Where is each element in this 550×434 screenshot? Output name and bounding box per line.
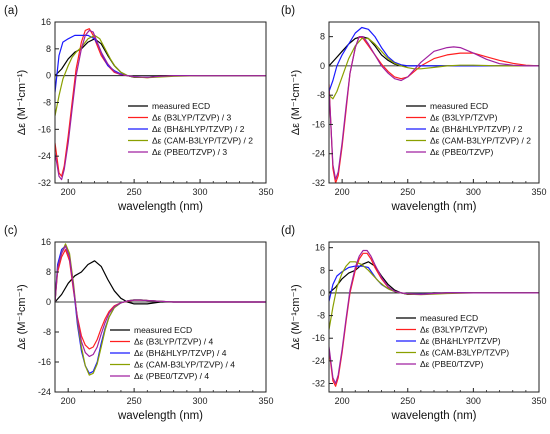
legend-entry: Δε (B3LYP/TZVP) (430, 113, 498, 123)
legend-entry: Δε (CAM-B3LYP/TZVP) / 2 (152, 136, 253, 146)
series-line-pbe0 (329, 249, 539, 385)
legend-entry: Δε (B3LYP/TZVP) (420, 325, 488, 335)
legend-entry: measured ECD (420, 313, 478, 323)
x-tick-label: 350 (258, 396, 273, 406)
y-tick-label: 8 (46, 267, 51, 277)
panel-label: (c) (4, 225, 18, 237)
x-tick-label: 200 (335, 396, 350, 406)
series-line-measured (55, 38, 266, 78)
series-line-pbe0 (55, 29, 266, 181)
y-axis-label: Δε (M⁻¹cm⁻¹) (16, 284, 28, 349)
legend-entry: Δε (PBE0/TZVP) / 4 (134, 371, 209, 381)
legend-entry: Δε (PBE0/TZVP) / 3 (152, 147, 227, 157)
legend-entry: Δε (PBE0/TZVP) (420, 359, 483, 369)
chart-panel-a: 200 250 300 350 -32 -24 -16 -8 0 8 16 wavelength (n… (4, 5, 274, 213)
legend-entry: measured ECD (134, 325, 192, 335)
series-line-pbe0 (329, 36, 539, 180)
y-tick-label: -8 (43, 327, 51, 337)
panel-label: (d) (281, 225, 295, 237)
x-tick-label: 300 (193, 396, 208, 406)
legend-entry: Δε (BH&HLYP/TZVP) / 2 (430, 124, 523, 134)
x-tick-label: 300 (193, 187, 208, 197)
y-tick-label: -24 (312, 356, 325, 366)
x-tick-label: 200 (61, 396, 76, 406)
x-tick-label: 250 (400, 396, 415, 406)
legend-entry: Δε (PBE0/TZVP) (430, 147, 493, 157)
x-tick-label: 350 (531, 396, 546, 406)
x-tick-label: 350 (531, 187, 546, 197)
series-line-measured (55, 260, 266, 305)
legend: measured ECD Δε (B3LYP/TZVP) / 4Δε (BH&HL… (110, 325, 235, 381)
legend-entry: Δε (CAM-B3LYP/TZVP) / 4 (134, 360, 235, 370)
y-tick-label: -24 (38, 387, 51, 397)
series-line-bhhlyp (329, 26, 539, 92)
y-tick-label: -16 (312, 119, 325, 129)
y-tick-label: 8 (46, 44, 51, 54)
y-tick-label: 0 (46, 297, 51, 307)
x-tick-label: 350 (258, 187, 273, 197)
y-tick-label: 8 (320, 32, 325, 42)
legend-entry: Δε (CAM-B3LYP/TZVP) / 2 (430, 136, 531, 146)
y-tick-label: -32 (312, 379, 325, 389)
x-tick-label: 200 (61, 187, 76, 197)
series-line-pbe0 (55, 245, 266, 357)
x-axis-label: wavelength (nm) (117, 410, 203, 422)
x-tick-label: 200 (335, 187, 350, 197)
legend-entry: Δε (BH&HLYP/TZVP) / 2 (152, 124, 245, 134)
y-tick-label: -16 (38, 124, 51, 134)
chart-panel-d: 200 250 300 350 -32 -24 -16 -8 0 8 16 wavelength (n… (281, 225, 547, 422)
legend: measured ECD Δε (B3LYP/TZVP) / 3Δε (BH&HL… (128, 101, 253, 157)
y-tick-label: -16 (312, 333, 325, 343)
x-tick-label: 250 (127, 187, 142, 197)
y-axis-label: Δε (M⁻¹cm⁻¹) (290, 70, 302, 135)
y-tick-label: -24 (312, 149, 325, 159)
legend-entry: Δε (CAM-B3LYP/TZVP) (420, 348, 509, 358)
y-tick-label: 16 (41, 17, 51, 27)
panel-label: (b) (281, 5, 295, 17)
y-tick-label: -8 (317, 311, 325, 321)
y-tick-label: -32 (38, 178, 51, 188)
y-tick-label: -8 (43, 98, 51, 108)
chart-panel-c: 200 250 300 350 -24 -16 -8 0 8 16 wavelength (nm) Δ… (4, 225, 274, 422)
series-line-bhhlyp (329, 265, 539, 302)
legend-entry: measured ECD (152, 101, 210, 111)
y-tick-label: -16 (38, 357, 51, 367)
y-tick-label: 0 (320, 61, 325, 71)
y-tick-label: 0 (320, 288, 325, 298)
x-tick-label: 300 (466, 396, 481, 406)
legend-entry: Δε (BH&HLYP/TZVP) (420, 336, 501, 346)
y-tick-label: 16 (41, 237, 51, 247)
legend: measured ECD Δε (B3LYP/TZVP)Δε (BH&HLYP/T… (406, 101, 531, 157)
x-axis-label: wavelength (nm) (390, 201, 476, 213)
y-tick-label: -8 (317, 90, 325, 100)
legend-entry: Δε (B3LYP/TZVP) / 4 (134, 337, 213, 347)
legend-entry: measured ECD (430, 101, 488, 111)
panel-label: (a) (4, 5, 18, 17)
y-axis-label: Δε (M⁻¹cm⁻¹) (290, 284, 302, 349)
y-tick-label: -32 (312, 178, 325, 188)
x-tick-label: 250 (400, 187, 415, 197)
x-axis-label: wavelength (nm) (390, 410, 476, 422)
y-tick-label: 16 (315, 243, 325, 253)
y-tick-label: -24 (38, 151, 51, 161)
chart-panel-b: 200 250 300 350 -32 -24 -16 -8 0 8 wavelength (nm)… (281, 5, 547, 213)
x-axis-label: wavelength (nm) (117, 201, 203, 213)
legend: measured ECD Δε (B3LYP/TZVP)Δε (BH&HLYP/T… (396, 313, 509, 369)
y-tick-label: 8 (320, 265, 325, 275)
series-line-camb3lyp (329, 37, 539, 100)
y-tick-label: 0 (46, 71, 51, 81)
x-tick-label: 300 (466, 187, 481, 197)
legend-entry: Δε (BH&HLYP/TZVP) / 4 (134, 348, 227, 358)
y-axis-label: Δε (M⁻¹cm⁻¹) (16, 70, 28, 135)
legend-entry: Δε (B3LYP/TZVP) / 3 (152, 113, 231, 123)
x-tick-label: 250 (127, 396, 142, 406)
